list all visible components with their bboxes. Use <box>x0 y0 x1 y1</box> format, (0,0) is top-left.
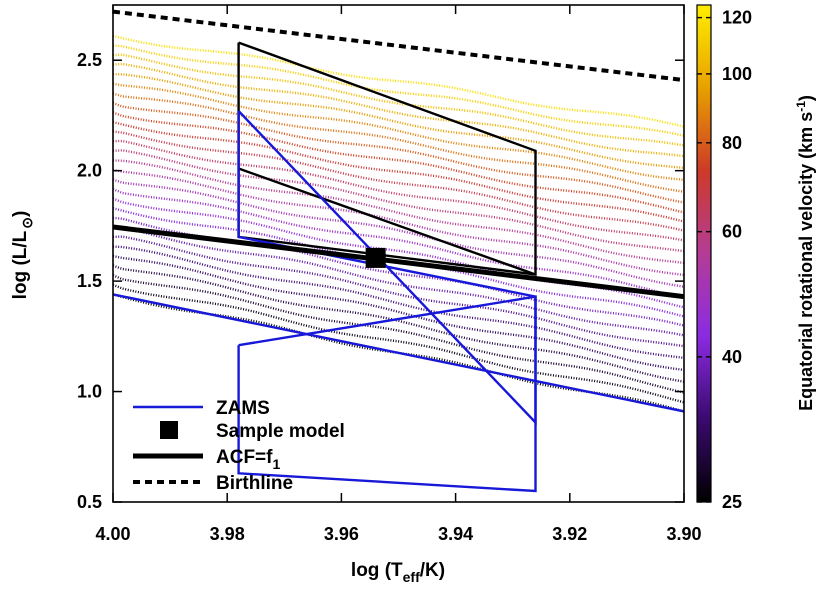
black-outline-diagonal <box>238 167 536 276</box>
plot-frame <box>112 4 685 503</box>
velocity-track <box>113 178 684 288</box>
zams-line <box>113 293 684 413</box>
legend-label: ZAMS <box>216 398 270 419</box>
blue-outline-upper <box>237 110 537 426</box>
colorbar-label-sup: -1 <box>794 101 808 112</box>
colorbar-label-main: Equatorial rotational velocity (km s <box>796 112 816 411</box>
x-axis-label-main: log (T <box>351 560 403 581</box>
velocity-track <box>113 111 684 214</box>
series-lines <box>113 9 684 413</box>
x-axis: 4.00 3.98 3.96 3.94 3.92 3.90 <box>95 5 702 544</box>
svg-text:Equatorial rotational velocity: Equatorial rotational velocity (km s-1) <box>794 95 816 411</box>
colorbar-ticks: 25 40 60 80 100 120 <box>697 8 752 512</box>
velocity-track <box>113 226 684 337</box>
velocity-track <box>113 254 684 372</box>
velocity-track <box>113 216 684 327</box>
x-tick-label: 3.90 <box>666 524 701 544</box>
velocity-track <box>113 139 684 242</box>
y-tick-label: 1.5 <box>77 271 102 291</box>
x-tick-label: 3.96 <box>324 524 359 544</box>
y-axis: 0.5 1.0 1.5 2.0 2.5 <box>77 50 684 512</box>
velocity-track <box>113 44 684 137</box>
velocity-track <box>113 187 684 299</box>
velocity-track <box>113 283 684 404</box>
x-tick-label: 4.00 <box>95 524 130 544</box>
velocity-track <box>113 235 684 348</box>
y-tick-label: 1.0 <box>77 382 102 402</box>
x-tick-label: 3.98 <box>210 524 245 544</box>
x-axis-label-tail: /K) <box>420 560 445 581</box>
velocity-track <box>113 130 684 232</box>
colorbar-tick-label: 120 <box>722 8 752 28</box>
legend-sample-marker <box>160 421 178 439</box>
x-tick-label: 3.94 <box>438 524 473 544</box>
instability-outlines <box>237 41 537 493</box>
y-tick-label: 2.0 <box>77 161 102 181</box>
velocity-track <box>113 245 684 360</box>
y-tick-label: 0.5 <box>77 492 102 512</box>
y-axis-label-main: log (L/L <box>10 230 31 299</box>
birthline-line <box>113 9 684 83</box>
legend-label: ACF=f1 <box>216 447 280 472</box>
velocity-track <box>113 159 684 265</box>
velocity-track <box>113 53 684 147</box>
x-axis-label-sub: eff <box>403 569 420 585</box>
velocity-track <box>113 62 684 158</box>
velocity-track <box>113 274 684 394</box>
rotational-velocity-tracks <box>113 34 684 413</box>
colorbar-label: Equatorial rotational velocity (km s-1) <box>794 95 816 411</box>
x-axis-label: log (Teff/K) <box>351 560 445 585</box>
svg-text:log (L/L⊙): log (L/L⊙) <box>10 211 35 300</box>
legend-label: Birthline <box>216 473 293 494</box>
colorbar-tick-label: 25 <box>722 492 742 512</box>
velocity-track <box>113 207 684 318</box>
velocity-track <box>113 73 684 170</box>
colorbar-tick-label: 60 <box>722 222 742 242</box>
y-axis-label: log (L/L⊙) <box>10 211 35 300</box>
colorbar-tick-label: 40 <box>722 347 742 367</box>
x-tick-label: 3.92 <box>552 524 587 544</box>
velocity-track <box>113 168 684 277</box>
velocity-track <box>113 92 684 193</box>
colorbar-tick-label: 100 <box>722 64 752 84</box>
y-tick-label: 2.5 <box>77 50 102 70</box>
velocity-track <box>113 120 684 223</box>
velocity-track <box>113 197 684 309</box>
velocity-track <box>113 34 684 128</box>
colorbar <box>696 4 712 503</box>
velocity-track <box>113 264 684 383</box>
blue-outline-lower <box>237 295 537 493</box>
acf-line <box>113 224 684 300</box>
legend-label: Sample model <box>216 421 345 442</box>
y-axis-label-tail: ) <box>10 211 31 217</box>
colorbar-tick-label: 80 <box>722 133 742 153</box>
velocity-track <box>113 149 684 253</box>
colorbar-label-tail: ) <box>796 95 816 101</box>
velocity-track <box>113 82 684 182</box>
sun-symbol: ⊙ <box>19 217 35 229</box>
velocity-track <box>113 101 684 204</box>
